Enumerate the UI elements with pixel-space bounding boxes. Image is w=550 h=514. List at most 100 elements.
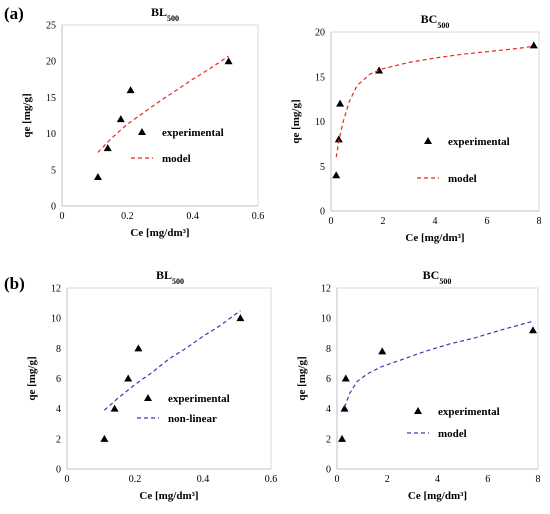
series-line-model <box>343 320 534 408</box>
series-line-model <box>335 45 534 158</box>
y-tick-label: 4 <box>56 404 61 415</box>
x-tick-label: 0.6 <box>265 474 278 485</box>
panel-label-b: (b) <box>4 274 25 293</box>
chart-title: BL500 <box>156 268 184 286</box>
legend-label: experimental <box>438 406 500 418</box>
data-point <box>341 374 350 382</box>
legend-marker-experimental <box>414 407 422 414</box>
y-tick-label: 0 <box>51 202 56 213</box>
y-axis-title: qe [mg/g] <box>296 356 308 400</box>
data-point <box>375 66 384 74</box>
y-tick-label: 20 <box>46 57 56 68</box>
legend-label: model <box>438 428 467 440</box>
y-tick-label: 0 <box>326 465 331 476</box>
data-point <box>378 347 387 355</box>
y-tick-label: 0 <box>56 465 61 476</box>
y-tick-label: 8 <box>326 344 331 355</box>
x-tick-label: 0 <box>335 474 340 485</box>
y-tick-label: 10 <box>46 129 56 140</box>
legend-marker-experimental <box>144 394 152 401</box>
x-tick-label: 0.6 <box>252 211 265 222</box>
data-point <box>529 41 538 49</box>
x-tick-label: 8 <box>536 474 541 485</box>
x-tick-label: 0.4 <box>186 211 199 222</box>
data-point <box>528 326 537 334</box>
x-axis-title: Ce [mg/dm³] <box>408 490 467 502</box>
chart-2: BL500 0 0.2 0.4 0.6 0 2 4 6 8 10 12 Ce [mg/dm³] qe [m… <box>26 268 277 502</box>
y-tick-label: 10 <box>321 314 331 325</box>
x-tick-label: 8 <box>537 216 542 227</box>
y-tick-label: 10 <box>315 117 325 128</box>
y-tick-label: 5 <box>320 162 325 173</box>
y-tick-label: 2 <box>326 434 331 445</box>
series-line-non-linear <box>104 310 241 411</box>
y-tick-label: 6 <box>326 374 331 385</box>
y-tick-label: 4 <box>326 404 331 415</box>
x-tick-label: 2 <box>385 474 390 485</box>
data-point <box>93 173 102 181</box>
y-tick-label: 2 <box>56 434 61 445</box>
panel-label-a: (a) <box>4 4 24 23</box>
y-tick-label: 12 <box>51 284 61 295</box>
x-tick-label: 4 <box>435 474 440 485</box>
y-tick-label: 15 <box>315 72 325 83</box>
x-axis-title: Ce [mg/dm³] <box>130 227 189 239</box>
x-tick-label: 0.4 <box>197 474 210 485</box>
chart-title: BL500 <box>151 5 179 23</box>
chart-title: BC500 <box>421 12 450 30</box>
data-point <box>103 144 112 152</box>
y-tick-label: 25 <box>46 21 56 32</box>
y-tick-label: 10 <box>51 314 61 325</box>
y-tick-label: 20 <box>315 28 325 39</box>
x-tick-label: 0.2 <box>129 474 142 485</box>
y-axis-title: qe [mg/g] <box>290 99 302 143</box>
y-axis-title: qe [mg/g] <box>26 356 38 400</box>
data-point <box>334 135 343 143</box>
y-tick-label: 12 <box>321 284 331 295</box>
x-axis-title: Ce [mg/dm³] <box>405 232 464 244</box>
plot-area <box>336 287 539 470</box>
data-point <box>332 171 341 179</box>
legend-label: experimental <box>162 127 224 139</box>
y-tick-label: 0 <box>320 207 325 218</box>
data-point <box>336 99 345 107</box>
data-point <box>340 404 349 412</box>
data-point <box>126 86 135 94</box>
data-point <box>236 314 245 322</box>
chart-title: BC500 <box>423 268 452 286</box>
data-point <box>338 434 347 442</box>
x-tick-label: 0 <box>65 474 70 485</box>
x-tick-label: 6 <box>485 474 490 485</box>
legend-marker-experimental <box>138 128 146 135</box>
chart-0: BL500 0 0.2 0.4 0.6 0 5 10 15 20 25 Ce [mg/dm³] qe [… <box>21 5 264 239</box>
y-tick-label: 15 <box>46 93 56 104</box>
data-point <box>100 434 109 442</box>
y-axis-title: qe [mg/g] <box>21 93 33 137</box>
legend-marker-experimental <box>424 137 432 144</box>
data-point <box>116 115 125 123</box>
legend-label: model <box>162 153 191 165</box>
x-tick-label: 6 <box>485 216 490 227</box>
legend-label: non-linear <box>168 413 217 425</box>
y-tick-label: 5 <box>51 165 56 176</box>
data-point <box>124 374 133 382</box>
data-point <box>134 344 143 352</box>
legend-label: model <box>448 173 477 185</box>
legend-label: experimental <box>168 393 230 405</box>
chart-1: BC500 0 2 4 6 8 0 5 10 15 20 Ce [mg/dm³] qe [mg/g] ex… <box>290 12 542 244</box>
x-tick-label: 0 <box>60 211 65 222</box>
plot-area <box>61 24 259 207</box>
y-tick-label: 6 <box>56 374 61 385</box>
x-tick-label: 0 <box>329 216 334 227</box>
plot-area <box>330 31 540 212</box>
chart-3: BC500 0 2 4 6 8 0 2 4 6 8 10 12 Ce [mg/dm³] qe [mg/g] e… <box>296 268 541 502</box>
data-point <box>224 57 233 65</box>
x-tick-label: 4 <box>433 216 438 227</box>
x-axis-title: Ce [mg/dm³] <box>139 490 198 502</box>
y-tick-label: 8 <box>56 344 61 355</box>
x-tick-label: 0.2 <box>121 211 134 222</box>
series-line-model <box>97 55 229 153</box>
data-point <box>110 404 119 412</box>
x-tick-label: 2 <box>381 216 386 227</box>
